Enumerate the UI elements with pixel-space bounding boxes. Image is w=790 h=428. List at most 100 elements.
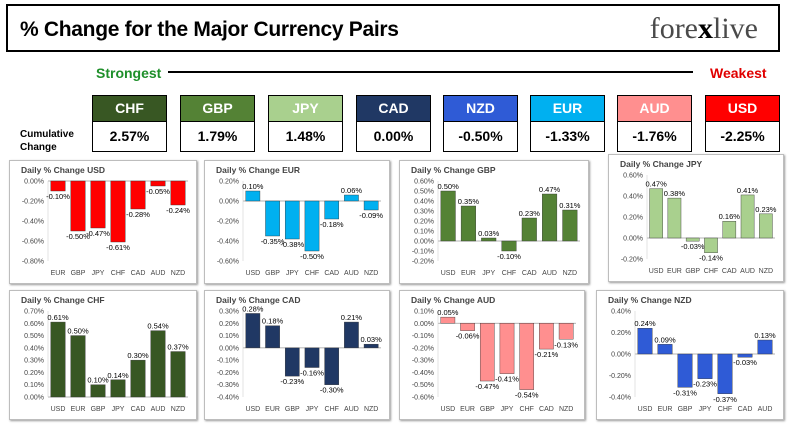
x-tick-label: CAD bbox=[722, 268, 737, 275]
y-tick-label: -0.20% bbox=[22, 199, 44, 206]
y-tick-label: 0.30% bbox=[414, 209, 434, 216]
page-title: % Change for the Major Currency Pairs bbox=[20, 18, 399, 41]
x-tick-label: CHF bbox=[704, 268, 718, 275]
x-tick-label: CAD bbox=[738, 406, 753, 413]
bar-nzd bbox=[170, 351, 186, 398]
bar-eur bbox=[265, 325, 280, 349]
bar-usd bbox=[649, 188, 663, 239]
y-tick-label: 0.00% bbox=[611, 352, 631, 359]
y-tick-label: 0.50% bbox=[24, 333, 44, 340]
bar-aud bbox=[344, 194, 359, 202]
x-tick-label: AUD bbox=[344, 406, 359, 413]
currency-header: USD bbox=[705, 95, 780, 122]
y-tick-label: 0.20% bbox=[623, 215, 643, 222]
y-tick-label: 0.20% bbox=[219, 179, 239, 186]
y-tick-label: 0.10% bbox=[24, 382, 44, 389]
y-tick-label: 0.30% bbox=[219, 309, 239, 316]
y-tick-label: -0.40% bbox=[22, 219, 44, 226]
data-label: -0.10% bbox=[46, 192, 70, 201]
cumulative-value: 2.57% bbox=[92, 122, 167, 152]
bar-chf bbox=[324, 347, 340, 385]
bar-usd bbox=[245, 313, 261, 349]
x-tick-label: GBP bbox=[265, 270, 280, 277]
x-tick-label: JPY bbox=[306, 406, 319, 413]
x-tick-label: GBP bbox=[71, 270, 86, 277]
x-tick-label: CAD bbox=[324, 270, 339, 277]
x-tick-label: GBP bbox=[480, 406, 495, 413]
y-tick-label: -0.20% bbox=[412, 345, 434, 352]
chart-svg: 0.60% 0.40% 0.20% 0.00% -0.20% 0.47% USD 0.38% E… bbox=[621, 173, 777, 276]
x-tick-label: JPY bbox=[92, 270, 105, 277]
bar-aud bbox=[757, 339, 773, 355]
data-label: -0.50% bbox=[300, 252, 324, 261]
bar-usd bbox=[440, 316, 456, 324]
chart-title: Daily % Change CHF bbox=[21, 295, 105, 305]
chart-svg: 0.40% 0.20% 0.00% -0.20% -0.40% 0.24% USD 0.09%… bbox=[609, 309, 776, 414]
bar-chf bbox=[110, 180, 126, 243]
x-tick-label: EUR bbox=[460, 406, 475, 413]
x-tick-label: EUR bbox=[265, 406, 280, 413]
x-tick-label: NZD bbox=[171, 270, 185, 277]
y-tick-label: 0.40% bbox=[623, 194, 643, 201]
bar-gbp bbox=[284, 347, 300, 377]
y-tick-label: 0.10% bbox=[219, 333, 239, 340]
x-tick-label: CAD bbox=[131, 406, 146, 413]
bar-chf bbox=[304, 200, 320, 252]
y-tick-label: 0.00% bbox=[24, 395, 44, 402]
forexlive-logo: forexlive bbox=[649, 12, 758, 45]
bar-gbp bbox=[685, 237, 700, 242]
chart-title: Daily % Change AUD bbox=[411, 295, 496, 305]
bar-usd bbox=[440, 190, 456, 242]
cumulative-col-aud: AUD -1.76% bbox=[617, 95, 692, 152]
chart-svg: 0.60% 0.50% 0.40% 0.30% 0.20% 0.10% 0.00% -0.10… bbox=[412, 179, 581, 278]
x-tick-label: EUR bbox=[51, 270, 66, 277]
data-label: -0.23% bbox=[280, 377, 304, 386]
data-label: -0.10% bbox=[497, 252, 521, 261]
x-tick-label: USD bbox=[638, 406, 653, 413]
x-tick-label: USD bbox=[245, 406, 260, 413]
x-tick-label: USD bbox=[440, 406, 455, 413]
x-tick-label: AUD bbox=[542, 270, 557, 277]
x-tick-label: CHF bbox=[502, 270, 516, 277]
y-tick-label: -0.20% bbox=[412, 259, 434, 266]
bar-jpy bbox=[304, 347, 320, 368]
data-label: 0.03% bbox=[361, 335, 383, 344]
y-tick-label: -0.40% bbox=[412, 370, 434, 377]
y-tick-label: 0.10% bbox=[414, 229, 434, 236]
y-tick-label: -0.40% bbox=[217, 395, 239, 402]
data-label: 0.06% bbox=[341, 186, 363, 195]
y-tick-label: 0.50% bbox=[414, 189, 434, 196]
chart-svg: 0.20% 0.00% -0.20% -0.40% -0.60% 0.10% USD -0.3… bbox=[217, 179, 384, 278]
x-tick-label: USD bbox=[649, 268, 664, 275]
cumulative-value: 1.48% bbox=[268, 122, 343, 152]
chart-svg: 0.70% 0.60% 0.50% 0.40% 0.30% 0.20% 0.10% 0.00%… bbox=[24, 309, 189, 414]
data-label: 0.47% bbox=[646, 180, 668, 189]
x-tick-label: AUD bbox=[758, 406, 773, 413]
chart-title: Daily % Change USD bbox=[21, 165, 106, 175]
data-label: 0.23% bbox=[519, 209, 541, 218]
data-label: -0.21% bbox=[535, 350, 559, 359]
x-tick-label: AUD bbox=[151, 406, 166, 413]
bar-gbp bbox=[90, 384, 106, 398]
y-tick-label: -0.60% bbox=[217, 259, 239, 266]
chart-panel-jpy: Daily % Change JPY 0.60% 0.40% 0.20% 0.00% -0… bbox=[608, 154, 784, 282]
data-label: 0.21% bbox=[341, 313, 363, 322]
data-label: 0.16% bbox=[719, 212, 741, 221]
bar-cad bbox=[130, 180, 146, 210]
cumulative-value: -2.25% bbox=[705, 122, 780, 152]
x-tick-label: JPY bbox=[286, 270, 299, 277]
bar-gbp bbox=[70, 180, 86, 232]
chart-panel-usd: Daily % Change USD 0.00% -0.20% -0.40% -0.60… bbox=[9, 160, 197, 284]
y-tick-label: -0.30% bbox=[412, 358, 434, 365]
bar-chf bbox=[501, 240, 517, 252]
currency-header: AUD bbox=[617, 95, 692, 122]
data-label: 0.13% bbox=[754, 331, 776, 340]
data-label: -0.05% bbox=[146, 187, 170, 196]
x-tick-label: CAD bbox=[522, 270, 537, 277]
bar-nzd bbox=[363, 200, 379, 211]
data-label: -0.03% bbox=[681, 242, 705, 251]
weakest-label: Weakest bbox=[710, 65, 767, 81]
x-tick-label: AUD bbox=[151, 270, 166, 277]
x-tick-label: JPY bbox=[482, 270, 495, 277]
y-tick-label: 0.30% bbox=[24, 358, 44, 365]
